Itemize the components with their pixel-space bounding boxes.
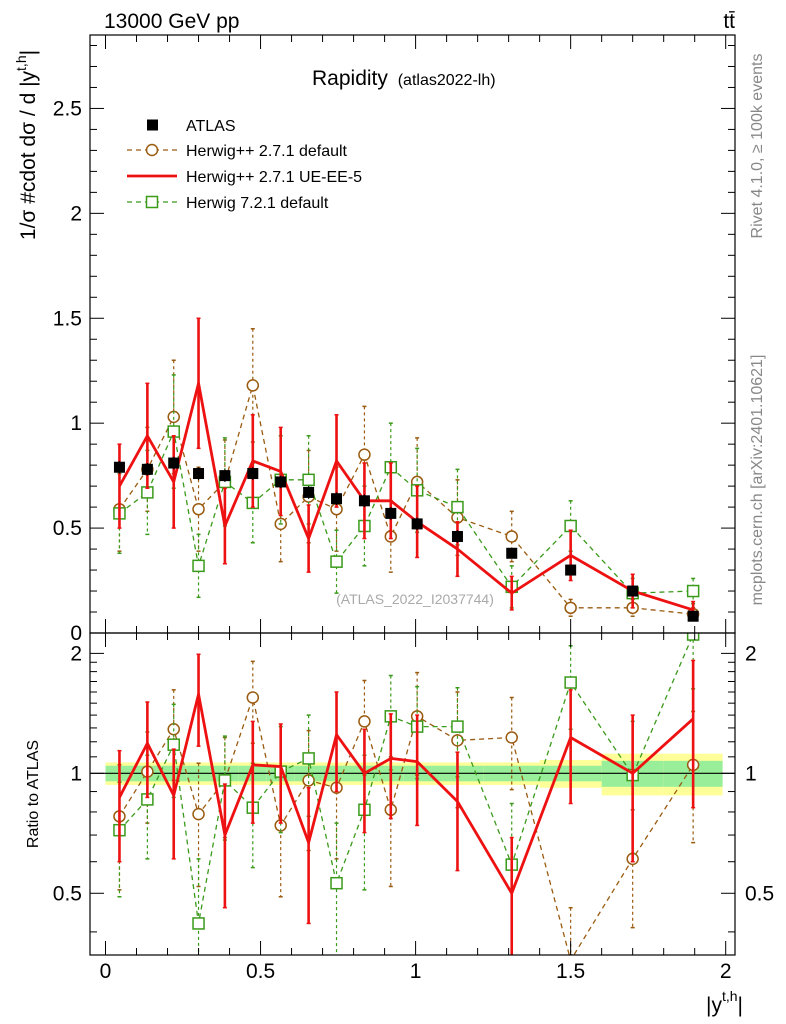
ratio-point-herwig-2-7-1-default bbox=[246, 691, 260, 704]
main-point-atlas bbox=[331, 493, 343, 505]
ratio-point-herwig-2-7-1-default bbox=[302, 774, 315, 787]
chart-title-sub: (atlas2022-lh) bbox=[398, 72, 496, 89]
legend: ATLAS Herwig++ 2.7.1 default Herwig++ 2.7.… bbox=[127, 118, 362, 212]
main-point-herwig-7-2-1-default bbox=[686, 584, 700, 598]
ratio-point-herwig-7-2-1-default bbox=[192, 917, 205, 930]
ratio-point-herwig-7-2-1-default bbox=[686, 633, 700, 641]
ratio-tick-label-right: 0.5 bbox=[745, 882, 774, 905]
legend-marker-herwig-2-7-1-default bbox=[145, 143, 159, 157]
main-point-atlas bbox=[565, 564, 577, 576]
main-point-herwig-2-7-1-default bbox=[246, 379, 260, 392]
ratio-panel-axes: 0 0.5 1 1.5 2 0.5 0.5 1 1 2 2 bbox=[53, 633, 774, 983]
x-axis-label: |yt,h| bbox=[706, 988, 743, 1017]
y-tick-label: 2.5 bbox=[53, 97, 82, 120]
chart-title-main: Rapidity bbox=[312, 67, 388, 90]
legend-label-atlas: ATLAS bbox=[186, 118, 236, 135]
main-point-atlas bbox=[385, 507, 397, 519]
ratio-panel-frame bbox=[89, 632, 736, 956]
legend-entry-herwig-2-7-1-default: Herwig++ 2.7.1 default bbox=[127, 143, 348, 160]
mcplots-reference-label: mcplots.cern.ch [arXiv:2401.10621] bbox=[749, 355, 766, 606]
main-point-atlas bbox=[303, 486, 315, 498]
analysis-watermark: (ATLAS_2022_I2037744) bbox=[336, 591, 494, 607]
legend-entry-herwig-2-7-1-ue-ee-5: Herwig++ 2.7.1 UE-EE-5 bbox=[127, 169, 362, 186]
main-point-herwig-2-7-1-default bbox=[564, 601, 577, 615]
x-tick-label: 2 bbox=[720, 960, 732, 983]
chart-title: Rapidity (atlas2022-lh) bbox=[312, 67, 496, 90]
main-point-atlas bbox=[627, 585, 639, 597]
main-line-herwig-2-7-1-ue-ee-5 bbox=[118, 381, 694, 612]
legend-marker-atlas bbox=[147, 119, 158, 131]
y-axis-label-close: | bbox=[17, 50, 40, 55]
x-axis-label-close: | bbox=[738, 994, 743, 1017]
main-point-herwig-2-7-1-default bbox=[358, 448, 371, 461]
ratio-tick-label-left: 2 bbox=[70, 642, 82, 665]
main-point-atlas bbox=[193, 468, 205, 480]
main-point-herwig-2-7-1-default bbox=[505, 530, 518, 543]
main-point-atlas bbox=[275, 476, 287, 488]
main-point-atlas bbox=[411, 518, 423, 530]
main-point-atlas bbox=[219, 470, 231, 482]
ratio-point-herwig-7-2-1-default bbox=[564, 676, 577, 689]
y-tick-label: 1 bbox=[70, 412, 82, 435]
ratio-point-herwig-2-7-1-default bbox=[192, 807, 205, 821]
ratio-point-herwig-7-2-1-default bbox=[451, 720, 464, 733]
ratio-tick-label-left: 1 bbox=[70, 762, 82, 785]
main-point-herwig-7-2-1-default bbox=[302, 473, 315, 487]
process-label: tt̄ bbox=[723, 10, 735, 33]
y-tick-label: 1.5 bbox=[53, 307, 82, 330]
ratio-panel-series bbox=[113, 633, 700, 955]
y-axis-label-sup: t,h bbox=[13, 55, 29, 71]
main-point-herwig-7-2-1-default bbox=[330, 555, 343, 568]
main-point-herwig-2-7-1-default bbox=[192, 502, 205, 516]
energy-label: 13000 GeV pp bbox=[104, 10, 239, 33]
ratio-tick-label-right: 1 bbox=[745, 762, 757, 785]
main-point-herwig-7-2-1-default bbox=[192, 559, 205, 573]
main-point-atlas bbox=[506, 547, 518, 559]
rivet-version-label: Rivet 4.1.0, ≥ 100k events bbox=[749, 54, 766, 239]
main-point-atlas bbox=[451, 530, 463, 542]
y-axis-label: 1/σ #cdot dσ / d |yt,h| bbox=[13, 50, 40, 240]
ratio-tick-label-left: 0.5 bbox=[53, 882, 82, 905]
main-point-atlas bbox=[141, 463, 153, 475]
ratio-tick-label-right: 2 bbox=[745, 642, 757, 665]
main-line-herwig-7-2-1-default bbox=[119, 430, 694, 594]
ratio-point-herwig-7-2-1-default bbox=[302, 752, 315, 765]
main-point-atlas bbox=[687, 610, 699, 622]
x-tick-label: 1.5 bbox=[556, 960, 585, 983]
legend-label-herwig-2-7-1-default: Herwig++ 2.7.1 default bbox=[186, 143, 348, 160]
ratio-point-herwig-2-7-1-default bbox=[358, 715, 371, 728]
y-tick-label: 0.5 bbox=[53, 517, 82, 540]
main-point-atlas bbox=[247, 468, 259, 480]
main-point-herwig-7-2-1-default bbox=[451, 500, 464, 514]
legend-entry-herwig-7-2-1-default: Herwig 7.2.1 default bbox=[127, 195, 329, 212]
legend-marker-herwig-7-2-1-default bbox=[145, 195, 159, 209]
x-tick-label: 0.5 bbox=[246, 960, 275, 983]
y-axis-label-main: 1/σ #cdot dσ / d |y bbox=[17, 70, 40, 240]
legend-label-herwig-2-7-1-ue-ee-5: Herwig++ 2.7.1 UE-EE-5 bbox=[186, 169, 362, 186]
x-axis-label-main: |y bbox=[706, 994, 722, 1017]
main-panel-axes: 0 0.5 1 1.5 2 2.5 bbox=[53, 35, 735, 645]
legend-label-herwig-7-2-1-default: Herwig 7.2.1 default bbox=[186, 195, 329, 212]
y-tick-label: 2 bbox=[70, 202, 82, 225]
x-tick-label: 1 bbox=[410, 960, 422, 983]
main-point-atlas bbox=[113, 461, 125, 473]
ratio-line-herwig-2-7-1-ue-ee-5 bbox=[118, 692, 695, 895]
ratio-y-axis-label: Ratio to ATLAS bbox=[25, 740, 42, 848]
y-tick-label: 0 bbox=[70, 622, 82, 645]
main-point-atlas bbox=[358, 495, 370, 507]
x-axis-label-sup: t,h bbox=[722, 988, 738, 1004]
legend-entry-atlas: ATLAS bbox=[147, 118, 236, 135]
main-point-atlas bbox=[168, 457, 180, 469]
ratio-point-herwig-2-7-1-default bbox=[505, 731, 518, 744]
ratio-line-herwig-7-2-1-default bbox=[118, 634, 694, 925]
x-tick-label: 0 bbox=[100, 960, 112, 983]
ratio-point-herwig-7-2-1-default bbox=[330, 876, 343, 890]
main-panel-series bbox=[113, 317, 700, 622]
